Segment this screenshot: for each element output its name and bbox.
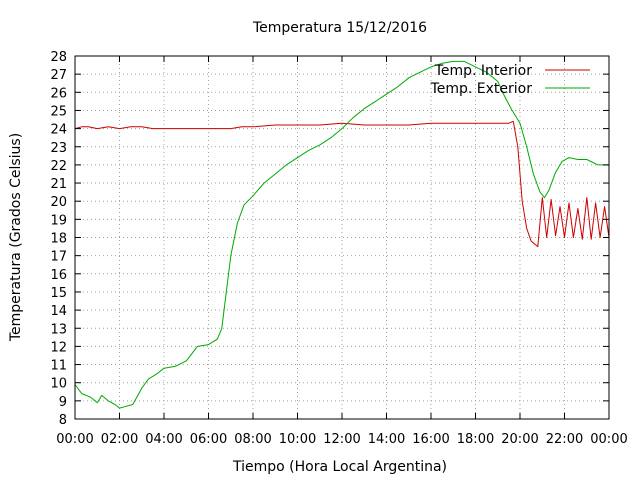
y-tick-label: 26 [50,86,67,101]
y-tick-label: 20 [50,195,67,210]
x-tick-label: 08:00 [234,432,271,447]
y-tick-label: 8 [59,413,67,428]
x-tick-label: 12:00 [323,432,360,447]
y-tick-label: 24 [50,123,67,138]
y-tick-label: 21 [50,177,67,192]
x-tick-label: 16:00 [412,432,449,447]
x-tick-label: 18:00 [457,432,494,447]
y-tick-label: 28 [50,50,67,65]
x-tick-label: 06:00 [190,432,227,447]
legend-label: Temp. Exterior [430,81,533,97]
y-tick-label: 25 [50,104,67,119]
x-tick-label: 14:00 [368,432,405,447]
x-tick-label: 20:00 [501,432,538,447]
x-tick-label: 10:00 [279,432,316,447]
x-tick-label: 00:00 [590,432,627,447]
y-tick-label: 18 [50,232,67,247]
legend: Temp. Interior Temp. Exterior [430,63,590,97]
x-tick-label: 04:00 [145,432,182,447]
x-tick-label: 00:00 [56,432,93,447]
y-tick-label: 10 [50,377,67,392]
y-tick-label: 13 [50,322,67,337]
y-tick-label: 11 [50,359,67,374]
y-tick-label: 19 [50,213,67,228]
y-tick-label: 16 [50,268,67,283]
axis-ticks: 8 9 10 11 12 13 14 15 16 17 18 19 20 21 22 23 24 25 26 27 28… [50,50,627,447]
y-tick-label: 17 [50,250,67,265]
y-tick-label: 23 [50,141,67,156]
y-tick-label: 27 [50,68,67,83]
y-axis-label: Temperatura (Grados Celsius) [8,133,24,342]
x-axis-label: Tiempo (Hora Local Argentina) [232,459,447,475]
series-line-temp-interior [74,120,610,248]
y-tick-label: 14 [50,304,67,319]
x-tick-label: 02:00 [101,432,138,447]
x-tick-label: 22:00 [546,432,583,447]
y-tick-label: 15 [50,286,67,301]
series-line-temp-exterior [74,60,609,409]
chart-title: Temperatura 15/12/2016 [252,20,427,36]
y-tick-label: 22 [50,159,67,174]
legend-label: Temp. Interior [434,63,533,79]
series-layer [74,60,610,409]
y-tick-label: 9 [59,395,67,410]
y-tick-label: 12 [50,340,67,355]
grid-lines [75,56,609,419]
